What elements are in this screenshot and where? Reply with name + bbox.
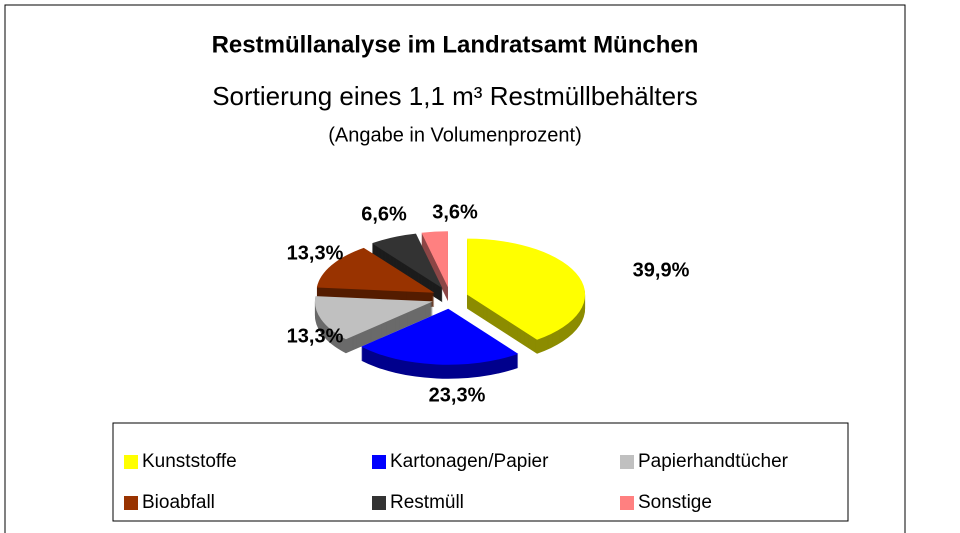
legend-label: Kartonagen/Papier [390,451,549,472]
legend-label: Papierhandtücher [638,451,789,472]
data-label: 23,3% [429,384,486,406]
slice [421,231,448,302]
legend-swatch [620,496,634,510]
data-label: 3,6% [432,201,478,223]
data-label: 13,3% [287,242,344,264]
data-label: 6,6% [361,203,407,225]
legend-label: Kunststoffe [142,451,237,472]
slice-top [421,231,448,288]
data-label: 39,9% [633,259,690,281]
slice-top [467,238,586,340]
chart-title: Restmüllanalyse im Landratsamt München [212,31,699,58]
slice [314,296,433,354]
data-label: 13,3% [287,325,344,347]
legend-swatch [124,496,138,510]
legend-label: Sonstige [638,492,712,513]
legend-swatch [372,496,386,510]
slice [361,308,519,379]
legend-swatch [620,455,634,469]
slice-top [314,296,433,340]
slice-top [361,308,519,365]
slice-top [371,233,443,289]
slice [316,247,435,307]
slice [467,238,586,354]
legend-box [112,422,849,522]
slice [371,233,443,303]
chart-subtitle: Sortierung eines 1,1 m³ Restmüllbehälter… [212,81,698,111]
legend-swatch [372,455,386,469]
slice-top [316,247,435,293]
legend-label: Bioabfall [142,492,215,513]
legend-swatch [124,455,138,469]
chart-frame [4,4,906,533]
chart-note: (Angabe in Volumenprozent) [328,124,582,146]
legend-label: Restmüll [390,492,464,513]
